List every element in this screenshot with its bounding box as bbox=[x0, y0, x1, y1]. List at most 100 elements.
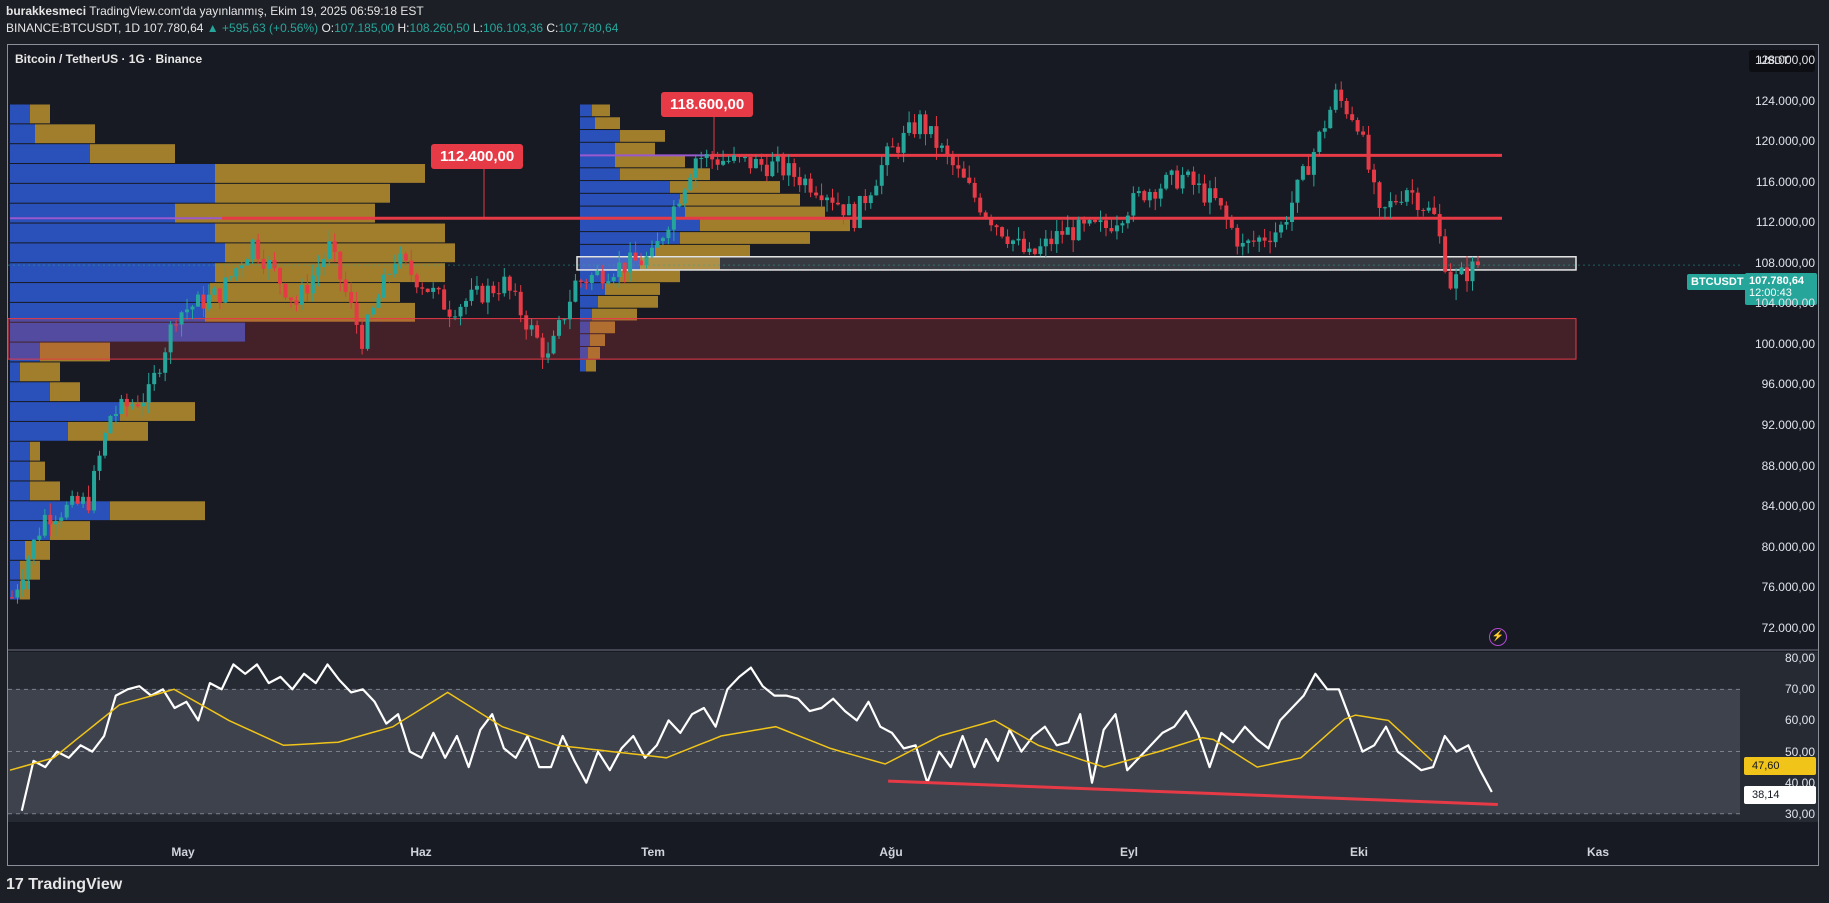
vp-a-up bbox=[10, 322, 245, 342]
candle-body bbox=[1300, 166, 1305, 180]
vp-a-up bbox=[10, 540, 25, 560]
candle-body bbox=[1246, 240, 1251, 243]
candle-body bbox=[644, 256, 649, 265]
support-zone bbox=[7, 318, 1577, 360]
candle-body bbox=[1399, 201, 1404, 203]
vp-b-up bbox=[580, 130, 620, 142]
high-label: H: bbox=[397, 21, 410, 35]
candle-body bbox=[989, 217, 994, 226]
candle-body bbox=[1240, 242, 1245, 247]
vp-a-down bbox=[90, 144, 175, 164]
candle-body bbox=[649, 247, 654, 257]
candle-body bbox=[53, 520, 58, 525]
vp-a-down bbox=[20, 362, 60, 382]
candle-body bbox=[469, 289, 474, 302]
candle-body bbox=[578, 280, 583, 282]
candle-body bbox=[1087, 219, 1092, 224]
candle-body bbox=[606, 281, 611, 284]
vp-b-up bbox=[580, 232, 680, 244]
candle-body bbox=[360, 324, 365, 349]
vp-a-down bbox=[35, 124, 95, 144]
candle-body bbox=[1475, 261, 1480, 266]
candle-body bbox=[540, 337, 545, 358]
candle-body bbox=[349, 292, 354, 303]
vp-b-down bbox=[590, 334, 605, 346]
vp-b-up bbox=[580, 334, 590, 346]
price-tick-label: 112.000,00 bbox=[1755, 215, 1815, 230]
publish-info: burakkesmeci TradingView.com'da yayınlan… bbox=[6, 4, 424, 18]
vp-a-down bbox=[50, 382, 80, 402]
white-zone bbox=[576, 256, 1577, 271]
vp-a-up bbox=[10, 501, 110, 521]
candle-body bbox=[15, 589, 20, 598]
candle-body bbox=[1224, 205, 1229, 219]
annotation-112400[interactable]: 112.400,00 bbox=[431, 144, 524, 169]
candle-body bbox=[135, 404, 140, 407]
candle-body bbox=[622, 262, 627, 273]
price-tick-label: 80.000,00 bbox=[1761, 539, 1815, 554]
last-price: 107.780,64 bbox=[143, 21, 204, 35]
candle-body bbox=[436, 287, 441, 290]
candle-body bbox=[491, 285, 496, 294]
currency-selector[interactable]: USDT bbox=[1749, 50, 1815, 72]
candle-body bbox=[693, 158, 698, 178]
vp-b-up bbox=[580, 283, 605, 295]
candle-body bbox=[912, 122, 917, 135]
rsi-tick-label: 70,00 bbox=[1784, 682, 1815, 697]
candle-body bbox=[825, 197, 830, 201]
candle-body bbox=[961, 168, 966, 178]
candle-body bbox=[1257, 237, 1262, 242]
candle-body bbox=[1038, 246, 1043, 254]
candle-body bbox=[250, 239, 255, 260]
candle-body bbox=[671, 206, 676, 230]
candle-body bbox=[283, 283, 288, 298]
candle-body bbox=[48, 514, 53, 525]
vp-a-up bbox=[10, 164, 215, 183]
candle-body bbox=[168, 324, 173, 353]
candle-body bbox=[1202, 183, 1207, 203]
candle-body bbox=[86, 496, 91, 511]
symbol-tag: BTCUSDT bbox=[1687, 274, 1748, 290]
candle-body bbox=[42, 514, 47, 536]
time-tick-label: Eyl bbox=[1119, 845, 1139, 859]
candle-body bbox=[1180, 174, 1185, 189]
candle-body bbox=[447, 309, 452, 317]
candle-body bbox=[403, 253, 408, 261]
candle-body bbox=[677, 203, 682, 207]
vp-a-down bbox=[215, 263, 445, 283]
time-tick-label: Kas bbox=[1586, 845, 1610, 859]
vp-b-down bbox=[680, 232, 810, 244]
vp-b-down bbox=[655, 244, 750, 257]
candle-body bbox=[617, 262, 622, 278]
vp-a-up bbox=[10, 342, 40, 362]
candle-body bbox=[1311, 152, 1316, 175]
candle-body bbox=[332, 241, 337, 252]
candle-body bbox=[1120, 223, 1125, 226]
lightning-icon[interactable]: ⚡ bbox=[1489, 628, 1507, 646]
candle-body bbox=[1098, 220, 1103, 222]
candle-body bbox=[75, 495, 80, 504]
open-value: 107.185,00 bbox=[334, 21, 395, 35]
candle-body bbox=[573, 280, 578, 302]
price-tick-label: 92.000,00 bbox=[1761, 418, 1815, 433]
annotation-118600[interactable]: 118.600,00 bbox=[661, 92, 754, 117]
candle-body bbox=[1164, 174, 1169, 189]
candle-body bbox=[682, 189, 687, 204]
candle-body bbox=[299, 285, 304, 305]
candle-body bbox=[365, 314, 370, 349]
candle-body bbox=[425, 288, 430, 292]
vp-a-up bbox=[10, 124, 35, 144]
candle-body bbox=[392, 263, 397, 274]
candle-body bbox=[1448, 271, 1453, 289]
candle-body bbox=[655, 241, 660, 248]
vp-b-down bbox=[586, 359, 596, 372]
candle-body bbox=[1158, 188, 1163, 199]
candle-body bbox=[742, 157, 747, 159]
candle-body bbox=[1415, 192, 1420, 210]
vp-a-down bbox=[68, 421, 148, 441]
candle-body bbox=[245, 259, 250, 266]
time-tick-label: Ağu bbox=[879, 845, 903, 859]
vp-b-up bbox=[580, 193, 680, 206]
vp-b-down bbox=[700, 219, 850, 232]
